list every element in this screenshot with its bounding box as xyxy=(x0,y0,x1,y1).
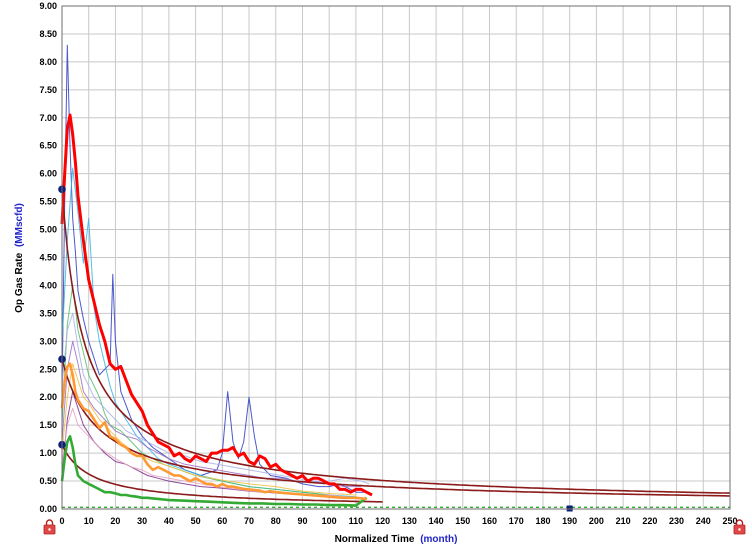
x-axis-ticks: 0 10 20 30 40 50 60 70 80 90 100 110 120 130 140 150 160… xyxy=(59,516,737,526)
y-tick-label: 4.00 xyxy=(39,280,57,290)
x-tick-label: 120 xyxy=(375,516,390,526)
x-axis-label: Normalized Time xyxy=(335,534,415,545)
x-tick-label: 230 xyxy=(669,516,684,526)
x-tick-label: 190 xyxy=(562,516,577,526)
y-tick-label: 2.00 xyxy=(39,392,57,402)
svg-text:Op Gas Rate (MMscfd): Op Gas Rate (MMscfd) xyxy=(14,203,25,313)
x-tick-label: 100 xyxy=(322,516,337,526)
x-tick-label: 40 xyxy=(164,516,174,526)
lock-right-icon[interactable] xyxy=(733,519,746,535)
x-tick-label: 170 xyxy=(509,516,524,526)
x-tick-label: 50 xyxy=(191,516,201,526)
y-axis-ticks: 0.00 0.50 1.00 1.50 2.00 2.50 3.00 3.50 4.00 4.50… xyxy=(39,1,57,514)
type-curve-series xyxy=(60,113,730,509)
y-tick-label: 7.50 xyxy=(39,85,57,95)
y-tick-label: 8.50 xyxy=(39,29,57,39)
low-case-series xyxy=(60,434,368,507)
x-tick-label: 110 xyxy=(349,516,364,526)
x-tick-label: 70 xyxy=(244,516,254,526)
x-tick-label: 130 xyxy=(402,516,417,526)
plot-border xyxy=(61,5,731,510)
x-tick-label: 30 xyxy=(137,516,147,526)
x-tick-label: 150 xyxy=(455,516,470,526)
x-tick-label: 220 xyxy=(642,516,657,526)
x-axis-unit: (month) xyxy=(420,534,457,545)
x-tick-label: 90 xyxy=(297,516,307,526)
decline-fit-curve xyxy=(61,444,383,503)
x-tick-label: 200 xyxy=(589,516,604,526)
y-tick-label: 3.50 xyxy=(39,308,57,318)
y-tick-label: 6.50 xyxy=(39,141,57,151)
x-tick-label: 210 xyxy=(616,516,631,526)
y-tick-label: 4.50 xyxy=(39,253,57,263)
y-axis-title: Op Gas Rate (MMscfd) xyxy=(14,203,25,313)
y-tick-label: 3.00 xyxy=(39,336,57,346)
x-tick-label: 10 xyxy=(84,516,94,526)
y-axis-unit: (MMscfd) xyxy=(14,203,25,247)
x-tick-label: 160 xyxy=(482,516,497,526)
y-tick-label: 7.00 xyxy=(39,113,57,123)
y-tick-label: 5.50 xyxy=(39,197,57,207)
x-tick-label: 140 xyxy=(429,516,444,526)
decline-fit-curves xyxy=(61,187,730,503)
decline-fit-curve xyxy=(61,187,730,494)
high-case-series xyxy=(60,113,373,497)
y-tick-label: 0.00 xyxy=(39,504,57,514)
x-tick-label: 180 xyxy=(535,516,550,526)
mid-case-series xyxy=(60,362,367,501)
y-tick-label: 1.50 xyxy=(39,420,57,430)
x-tick-label: 80 xyxy=(271,516,281,526)
y-tick-label: 8.00 xyxy=(39,57,57,67)
y-tick-label: 9.00 xyxy=(39,1,57,11)
y-tick-label: 5.00 xyxy=(39,225,57,235)
y-axis-label: Op Gas Rate xyxy=(14,252,25,312)
x-tick-label: 250 xyxy=(722,516,737,526)
y-tick-label: 0.50 xyxy=(39,476,57,486)
x-tick-label: 60 xyxy=(217,516,227,526)
y-tick-label: 6.00 xyxy=(39,169,57,179)
well-trace xyxy=(61,363,356,496)
y-tick-label: 1.00 xyxy=(39,448,57,458)
decline-fit-curve xyxy=(61,358,730,497)
y-tick-label: 2.50 xyxy=(39,364,57,374)
x-tick-label: 0 xyxy=(59,516,64,526)
x-tick-label: 20 xyxy=(110,516,120,526)
lock-left-icon[interactable] xyxy=(43,519,56,535)
x-axis-title: Normalized Time (month) xyxy=(335,534,458,545)
x-tick-label: 240 xyxy=(696,516,711,526)
